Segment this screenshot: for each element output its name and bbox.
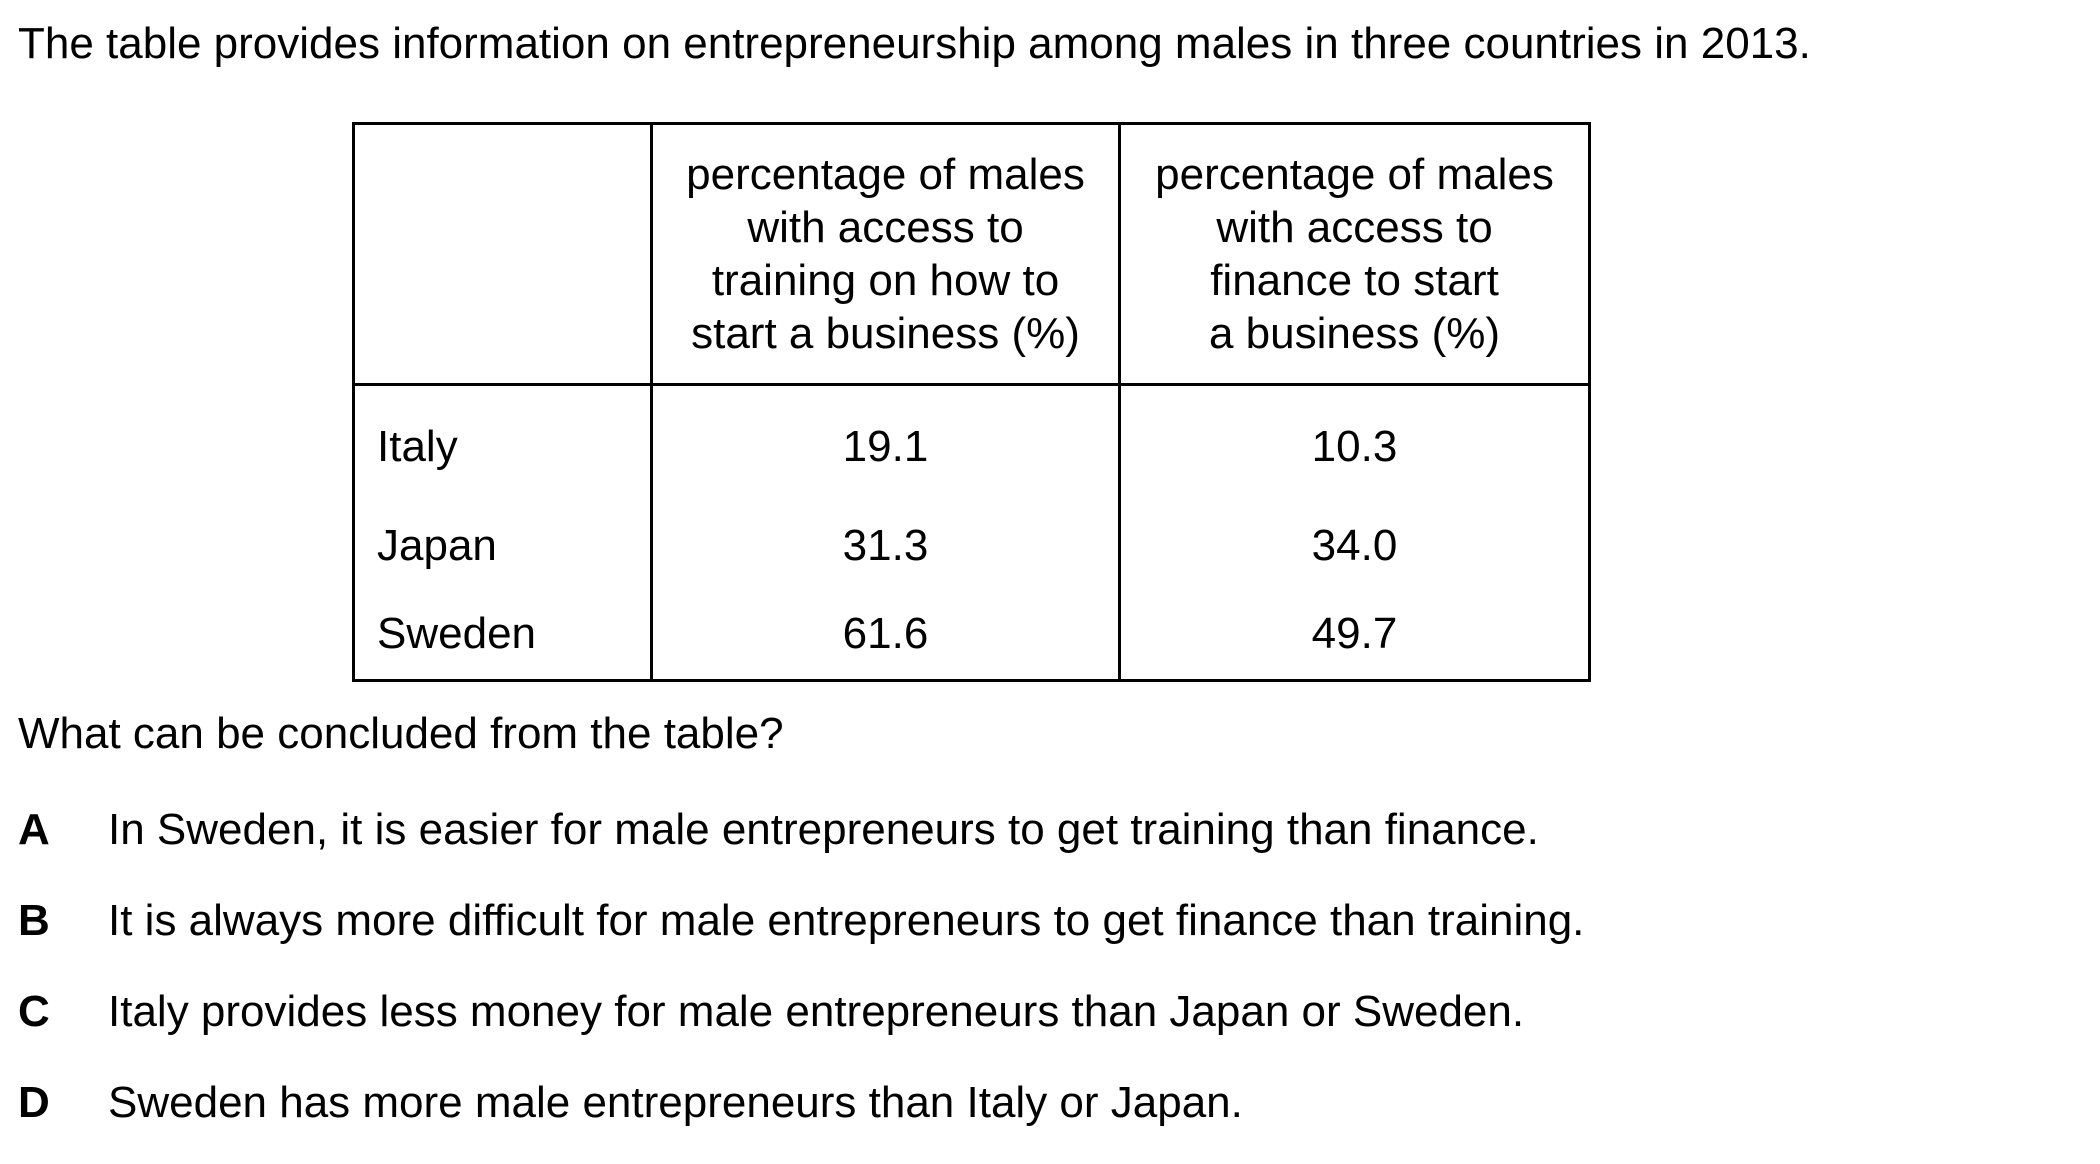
- entrepreneurship-table: percentage of males with access to train…: [352, 122, 1591, 682]
- country-cell: Italy: [352, 384, 653, 502]
- header-finance-line: finance to start: [1210, 256, 1499, 305]
- option-letter: C: [18, 987, 50, 1036]
- training-value-cell: 19.1: [650, 384, 1121, 502]
- training-value-cell: 61.6: [650, 589, 1121, 682]
- header-training-line: percentage of males: [686, 150, 1085, 199]
- training-value-cell: 31.3: [650, 502, 1121, 589]
- option-d: D Sweden has more male entrepreneurs tha…: [18, 1073, 1584, 1164]
- question-text: What can be concluded from the table?: [18, 709, 784, 758]
- header-training-line: training on how to: [711, 256, 1060, 305]
- option-c: C Italy provides less money for male ent…: [18, 982, 1584, 1073]
- country-cell: Sweden: [352, 589, 653, 682]
- option-b: B It is always more difficult for male e…: [18, 891, 1584, 982]
- finance-value-cell: 34.0: [1118, 502, 1591, 589]
- option-letter: D: [18, 1078, 50, 1127]
- finance-value-cell: 10.3: [1118, 384, 1591, 502]
- finance-value-cell: 49.7: [1118, 589, 1591, 682]
- intro-text: The table provides information on entrep…: [18, 19, 1811, 68]
- option-a: A In Sweden, it is easier for male entre…: [18, 800, 1584, 891]
- option-letter: B: [18, 896, 50, 945]
- header-finance: percentage of males with access to finan…: [1118, 122, 1591, 386]
- table-header-row: percentage of males with access to train…: [352, 122, 1591, 386]
- table-row: Sweden 61.6 49.7: [352, 589, 1591, 682]
- option-letter: A: [18, 805, 50, 854]
- country-cell: Japan: [352, 502, 653, 589]
- table-row: Italy 19.1 10.3: [352, 384, 1591, 502]
- option-text: It is always more difficult for male ent…: [108, 896, 1585, 945]
- header-training-line: with access to: [747, 203, 1024, 252]
- header-finance-line: a business (%): [1208, 309, 1500, 358]
- table-row: Japan 31.3 34.0: [352, 502, 1591, 589]
- header-finance-line: percentage of males: [1155, 150, 1554, 199]
- option-text: Sweden has more male entrepreneurs than …: [108, 1078, 1243, 1127]
- option-text: Italy provides less money for male entre…: [108, 987, 1525, 1036]
- table-corner-cell: [352, 122, 653, 386]
- option-text: In Sweden, it is easier for male entrepr…: [108, 805, 1539, 854]
- header-training-line: start a business (%): [691, 309, 1080, 358]
- answer-options: A In Sweden, it is easier for male entre…: [18, 800, 1584, 1164]
- header-training: percentage of males with access to train…: [650, 122, 1121, 386]
- header-finance-line: with access to: [1216, 203, 1493, 252]
